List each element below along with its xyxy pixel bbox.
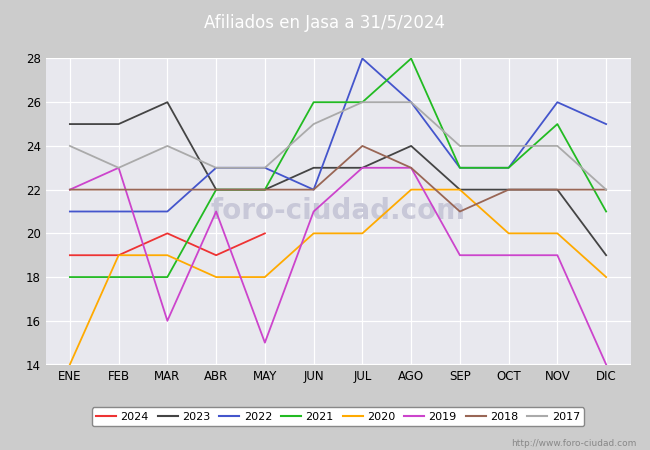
Text: foro-ciudad.com: foro-ciudad.com (211, 198, 465, 225)
Text: http://www.foro-ciudad.com: http://www.foro-ciudad.com (512, 439, 637, 448)
Text: Afiliados en Jasa a 31/5/2024: Afiliados en Jasa a 31/5/2024 (205, 14, 445, 32)
Legend: 2024, 2023, 2022, 2021, 2020, 2019, 2018, 2017: 2024, 2023, 2022, 2021, 2020, 2019, 2018… (92, 407, 584, 426)
